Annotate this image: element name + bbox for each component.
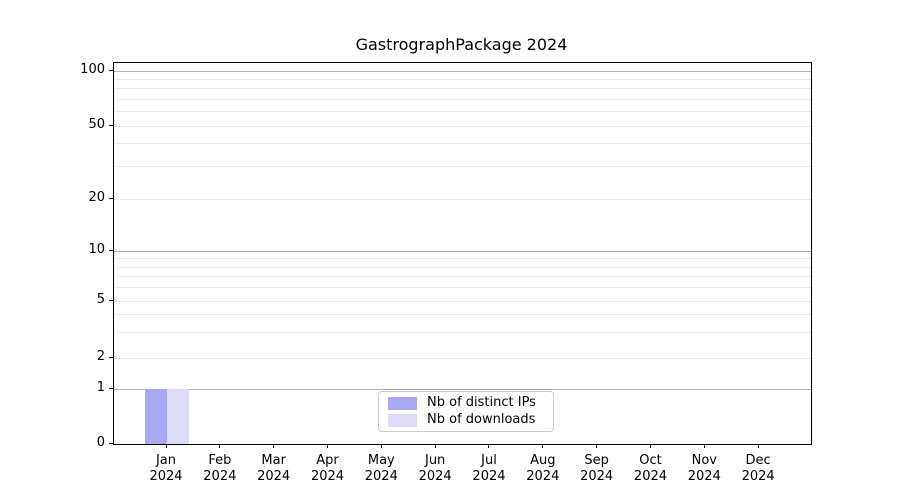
x-tick-mark xyxy=(649,444,651,448)
bar-series0-jan xyxy=(145,389,167,444)
legend-swatch-distinct-ips-icon xyxy=(388,396,417,410)
gridline-minor xyxy=(114,143,811,145)
y-tick-mark xyxy=(109,124,113,126)
y-tick-mark xyxy=(109,299,113,301)
x-tick-label: Aug 2024 xyxy=(526,453,560,484)
x-tick-label: May 2024 xyxy=(364,453,398,484)
x-tick-label: Apr 2024 xyxy=(310,453,345,484)
x-tick-mark xyxy=(542,444,544,448)
x-tick-mark xyxy=(434,444,436,448)
x-tick-label: Dec 2024 xyxy=(741,453,775,484)
legend: Nb of distinct IPs Nb of downloads xyxy=(378,391,554,432)
legend-row: Nb of distinct IPs xyxy=(388,395,544,411)
x-tick-mark xyxy=(703,444,705,448)
legend-row: Nb of downloads xyxy=(388,412,544,428)
gridline-minor xyxy=(114,98,811,100)
x-tick-mark xyxy=(165,444,167,448)
y-axis: 0 1 2 5 10 20 50 100 xyxy=(0,62,113,450)
y-tick-mark xyxy=(109,69,113,71)
gridline-minor xyxy=(114,125,811,127)
gridline-minor xyxy=(114,300,811,302)
legend-label-downloads: Nb of downloads xyxy=(427,412,536,427)
y-tick-label: 10 xyxy=(88,242,105,257)
gridline-minor xyxy=(114,332,811,334)
y-tick-mark xyxy=(109,387,113,389)
x-tick-mark xyxy=(219,444,221,448)
x-tick-mark xyxy=(757,444,759,448)
y-tick-mark xyxy=(109,249,113,251)
gridline-minor xyxy=(114,166,811,168)
gridline-major xyxy=(114,388,811,390)
gridline-major xyxy=(114,250,811,252)
y-tick-label: 20 xyxy=(88,190,105,205)
gridline-minor xyxy=(114,258,811,260)
x-tick-label: Oct 2024 xyxy=(633,453,668,484)
gridline-minor xyxy=(114,314,811,316)
legend-label-distinct-ips: Nb of distinct IPs xyxy=(427,395,536,410)
gridline-major xyxy=(114,70,811,72)
y-tick-label: 5 xyxy=(96,292,105,307)
gridline-minor xyxy=(114,287,811,289)
x-tick-mark xyxy=(488,444,490,448)
x-tick-mark xyxy=(380,444,382,448)
gridline-minor xyxy=(114,198,811,200)
gridline-minor xyxy=(114,111,811,113)
y-tick-label: 50 xyxy=(88,117,105,132)
chart-title: GastrographPackage 2024 xyxy=(355,35,568,54)
y-tick-label: 2 xyxy=(96,349,105,364)
x-tick-label: Jul 2024 xyxy=(472,453,506,484)
y-tick-label: 100 xyxy=(80,62,105,77)
gridline-minor xyxy=(114,88,811,90)
y-tick-mark xyxy=(109,442,113,444)
x-tick-label: Sep 2024 xyxy=(580,453,614,484)
x-tick-mark xyxy=(326,444,328,448)
bar-series1-jan xyxy=(167,389,189,444)
gridline-minor xyxy=(114,266,811,268)
x-tick-mark xyxy=(273,444,275,448)
y-tick-label: 0 xyxy=(96,435,105,450)
y-tick-mark xyxy=(109,197,113,199)
x-tick-label: Jun 2024 xyxy=(418,453,452,484)
gridline-minor xyxy=(114,78,811,80)
x-tick-label: Feb 2024 xyxy=(203,453,237,484)
plot-area xyxy=(113,62,812,445)
x-axis: Jan 2024 Feb 2024 Mar 2024 Apr 2024 May 2024… xyxy=(113,444,810,500)
y-tick-label: 1 xyxy=(96,380,105,395)
gridline-minor xyxy=(114,357,811,359)
x-tick-label: Mar 2024 xyxy=(257,453,291,484)
x-tick-label: Nov 2024 xyxy=(687,453,721,484)
gridline-minor xyxy=(114,276,811,278)
y-tick-mark xyxy=(109,356,113,358)
x-tick-mark xyxy=(596,444,598,448)
x-tick-label: Jan 2024 xyxy=(149,453,183,484)
legend-swatch-downloads-icon xyxy=(388,413,417,427)
